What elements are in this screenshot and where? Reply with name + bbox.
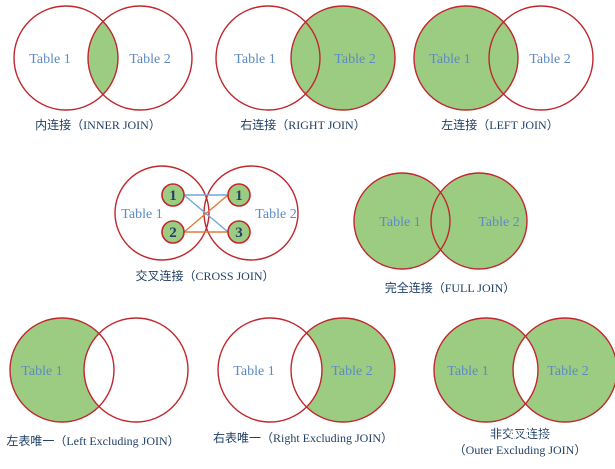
left-join-left-circle [413,5,519,111]
right-excl-right-circle [290,317,396,423]
left-excl-right-circle [83,317,189,423]
right-excl-table2-label: Table 2 [331,364,372,379]
left-join-caption: 左连接（LEFT JOIN） [441,117,558,132]
inner-join-right-circle [87,5,193,111]
cross-right-node-1 [227,183,251,207]
cross-right-node-3 [227,220,251,244]
right-excl-left-circle [217,317,323,423]
left-excluding-join-diagram: Table 1 左表唯一（Left Excluding JOIN） [6,317,189,448]
cross-line-2-1 [183,194,229,233]
right-join-caption: 右连接（RIGHT JOIN） [240,117,365,132]
cross-join-caption: 交叉连接（CROSS JOIN） [135,268,274,283]
left-join-diagram: Table 1 Table 2 左连接（LEFT JOIN） [413,5,594,132]
cross-join-table2-label: Table 2 [255,207,296,222]
cross-join-right-circle [203,165,299,261]
full-join-table1-label: Table 1 [379,215,420,230]
full-join-diagram: Table 1 Table 2 完全连接（FULL JOIN） [353,172,528,295]
right-excl-right-only-fill [291,318,395,422]
right-excl-table1-label: Table 1 [233,364,274,379]
inner-join-diagram: Table 1 Table 2 内连接（INNER JOIN） [13,5,193,132]
inner-join-left-circle [13,5,119,111]
inner-join-caption: 内连接（INNER JOIN） [35,117,161,132]
left-excl-table1-label: Table 1 [21,364,62,379]
outer-excl-right-only-fill [513,318,615,422]
watermark: 知乎 @掌未蓝 [508,428,588,443]
full-join-left-fill [354,173,450,269]
full-join-left-circle [353,172,451,270]
left-excl-caption: 左表唯一（Left Excluding JOIN） [6,433,179,448]
right-join-right-circle [290,5,396,111]
cross-left-node-1 [161,183,185,207]
cross-left-node-1-label: 1 [169,188,177,204]
right-join-diagram: Table 1 Table 2 右连接（RIGHT JOIN） [215,5,396,132]
cross-join-diagram: 1 2 1 3 Table 1 Table 2 交叉连接（CROSS JOIN） [114,165,299,283]
outer-excl-left-only-fill [434,318,538,422]
left-join-table2-label: Table 2 [529,52,570,67]
outer-excluding-join-diagram: Table 1 Table 2 非交叉连接 （Outer Excluding J… [433,317,615,457]
outer-excl-caption-line1: 非交叉连接 [490,426,550,441]
full-join-table2-label: Table 2 [478,215,519,230]
left-excl-left-circle [9,317,115,423]
cross-join-left-circle [114,165,210,261]
cross-left-node-2 [161,220,185,244]
left-join-table1-label: Table 1 [429,52,470,67]
full-join-right-circle [430,172,528,270]
cross-right-node-1-label: 1 [235,188,243,204]
left-join-right-circle [488,5,594,111]
right-excluding-join-diagram: Table 1 Table 2 右表唯一（Right Excluding JOI… [213,317,396,445]
full-join-caption: 完全连接（FULL JOIN） [385,280,516,295]
right-join-table2-label: Table 2 [334,52,375,67]
left-excl-left-only-fill [10,318,114,422]
right-excl-caption: 右表唯一（Right Excluding JOIN） [213,430,393,445]
right-join-left-circle [215,5,321,111]
inner-join-table2-label: Table 2 [129,52,170,67]
right-join-table1-label: Table 1 [234,52,275,67]
outer-excl-left-circle [433,317,539,423]
outer-excl-table2-label: Table 2 [547,364,588,379]
outer-excl-right-circle [512,317,615,423]
cross-join-table1-label: Table 1 [121,207,162,222]
cross-left-node-2-label: 2 [169,225,177,241]
cross-right-node-3-label: 3 [235,225,243,241]
inner-join-table1-label: Table 1 [29,52,70,67]
full-join-right-fill [431,173,527,269]
outer-excl-table1-label: Table 1 [447,364,488,379]
outer-excl-caption-line2: （Outer Excluding JOIN） [454,443,587,457]
